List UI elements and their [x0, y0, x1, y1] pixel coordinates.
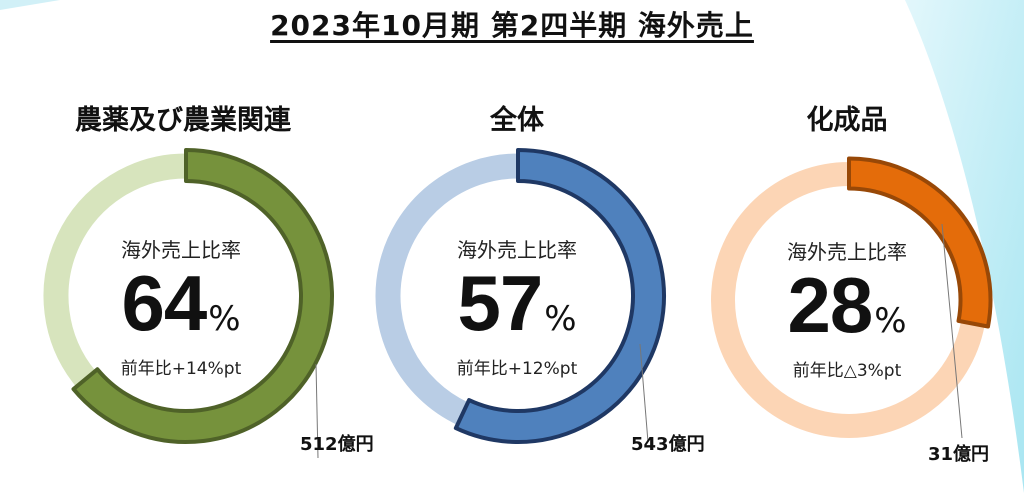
percent-sign: %: [874, 301, 907, 341]
amount-label: 543億円: [631, 434, 705, 455]
panel-title: 化成品: [806, 105, 888, 136]
percent-sign: %: [208, 299, 241, 339]
ratio-number: 28: [787, 261, 873, 349]
donut-panel-chemicals: 化成品 海外売上比率 28% 前年比△3%pt 31億円: [682, 98, 1012, 493]
amount-label: 31億円: [928, 444, 990, 465]
leader-line: [315, 363, 319, 459]
donut-chart: [40, 148, 334, 459]
panel-title: 農薬及び農業関連: [75, 105, 291, 136]
ratio-value: 57%: [352, 258, 682, 349]
amount-label: 512億円: [300, 434, 374, 455]
ratio-number: 64: [121, 259, 207, 347]
yoy-change: 前年比△3%pt: [792, 361, 902, 381]
donut-value-segment: [453, 148, 666, 444]
ratio-number: 57: [457, 259, 543, 347]
donut-chart: [708, 156, 993, 441]
ratio-label: 海外売上比率: [787, 240, 907, 264]
leader-line: [639, 343, 649, 443]
donut-value-segment: [71, 148, 334, 444]
percent-sign: %: [544, 299, 577, 339]
ratio-label: 海外売上比率: [121, 238, 241, 262]
donut-chart: [372, 148, 666, 444]
page-title: 2023年10月期 第2四半期 海外売上: [270, 9, 754, 42]
yoy-change: 前年比+14%pt: [120, 359, 242, 379]
donut-value-segment: [847, 156, 993, 329]
donut-panel-total: 全体 海外売上比率 57% 前年比+12%pt 543億円: [352, 98, 705, 493]
donut-panel-agrochem: 農薬及び農業関連 海外売上比率 64% 前年比+14%pt 512億円: [16, 98, 374, 493]
yoy-change: 前年比+12%pt: [456, 359, 578, 379]
ratio-value: 64%: [16, 258, 346, 349]
leader-line: [941, 223, 963, 439]
donut-remainder-segment: [708, 158, 988, 441]
ratio-value: 28%: [682, 260, 1012, 351]
panel-title: 全体: [490, 105, 544, 136]
ratio-label: 海外売上比率: [457, 238, 577, 262]
